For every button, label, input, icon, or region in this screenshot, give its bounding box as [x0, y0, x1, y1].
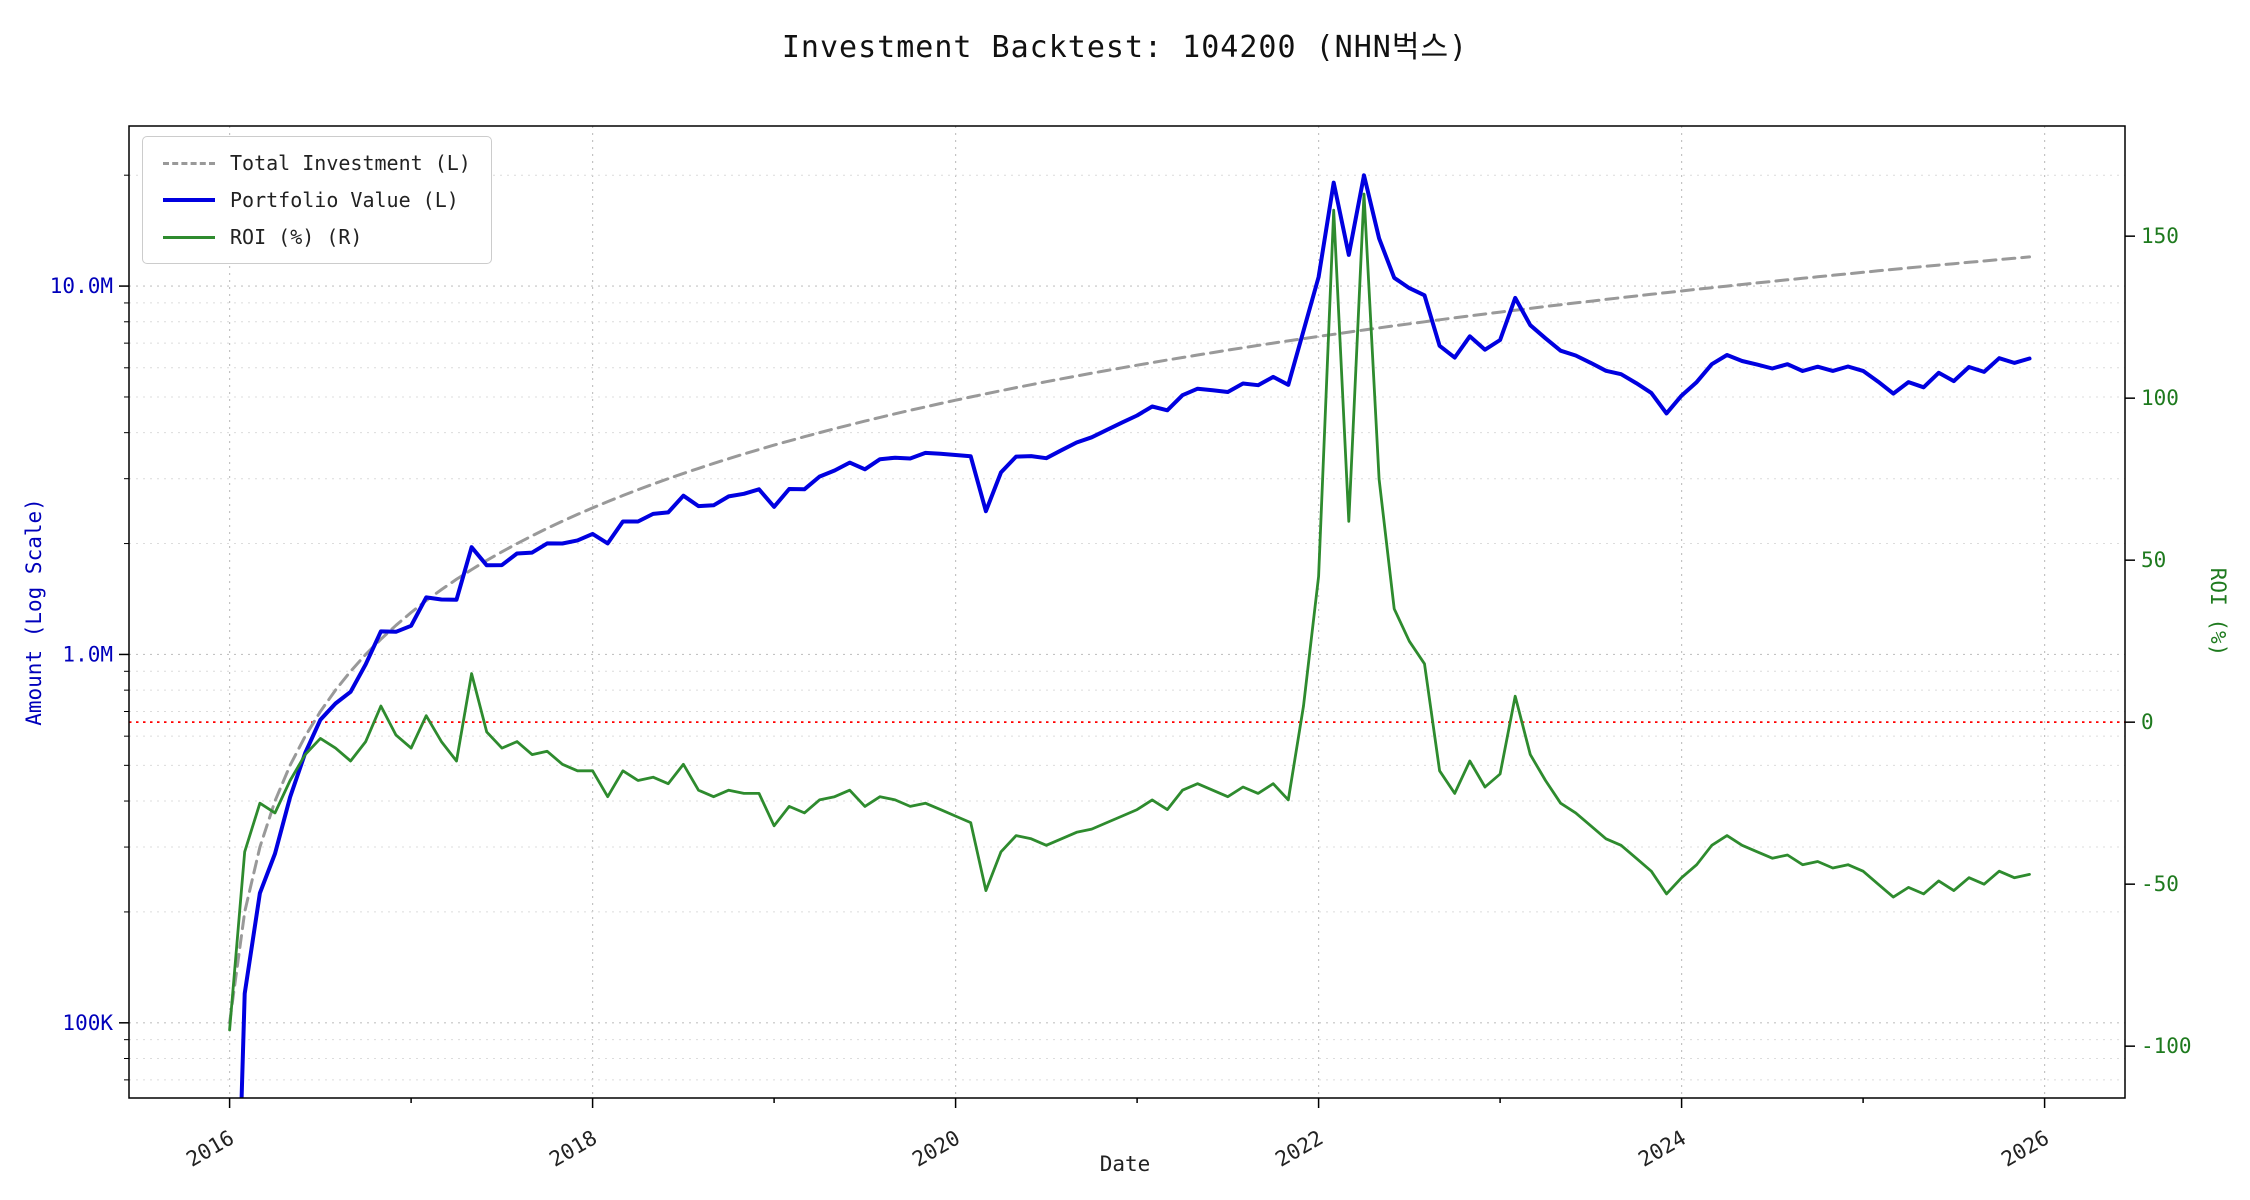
y-right-tick-label: 0	[2141, 710, 2154, 734]
series-line-total-investment	[228, 255, 2031, 1025]
series-line-roi	[228, 192, 2031, 1032]
legend-item-portfolio-value: Portfolio Value (L)	[163, 188, 471, 212]
legend-box: Total Investment (L) Portfolio Value (L)…	[142, 136, 492, 264]
solid-green-line-icon	[163, 235, 215, 239]
y-right-tick-label: -50	[2141, 872, 2179, 896]
chart-title: Investment Backtest: 104200 (NHN벅스)	[781, 30, 1469, 65]
legend-item-roi: ROI (%) (R)	[163, 225, 471, 249]
y-left-tick-label: 10.0M	[50, 274, 113, 298]
y-right-tick-label: 50	[2141, 548, 2166, 572]
y-right-tick-label: -100	[2141, 1034, 2192, 1058]
legend-label-total-investment: Total Investment (L)	[230, 151, 471, 175]
gridlines	[129, 126, 2125, 1098]
plot-border	[128, 125, 2126, 1099]
y-right-tick-label: 100	[2141, 386, 2179, 410]
solid-blue-line-icon	[163, 198, 215, 202]
legend-label-roi: ROI (%) (R)	[230, 225, 363, 249]
y-right-axis-label: ROI (%)	[2206, 567, 2230, 657]
y-left-tick-label: 1.0M	[62, 642, 113, 666]
series-line-portfolio-value	[239, 173, 2032, 1098]
legend-item-total-investment: Total Investment (L)	[163, 151, 471, 175]
tick-labels: 2016 2018 2020 2022 2024 202610.0M1.0M100K150…	[50, 174, 2192, 1172]
y-left-tick-label: 100K	[62, 1011, 113, 1035]
dashed-line-icon	[163, 161, 215, 165]
y-right-tick-label: 150	[2141, 224, 2179, 248]
x-axis-label: Date	[1099, 1152, 1151, 1176]
y-left-axis-label: Amount (Log Scale)	[22, 498, 46, 726]
legend-label-portfolio-value: Portfolio Value (L)	[230, 188, 459, 212]
